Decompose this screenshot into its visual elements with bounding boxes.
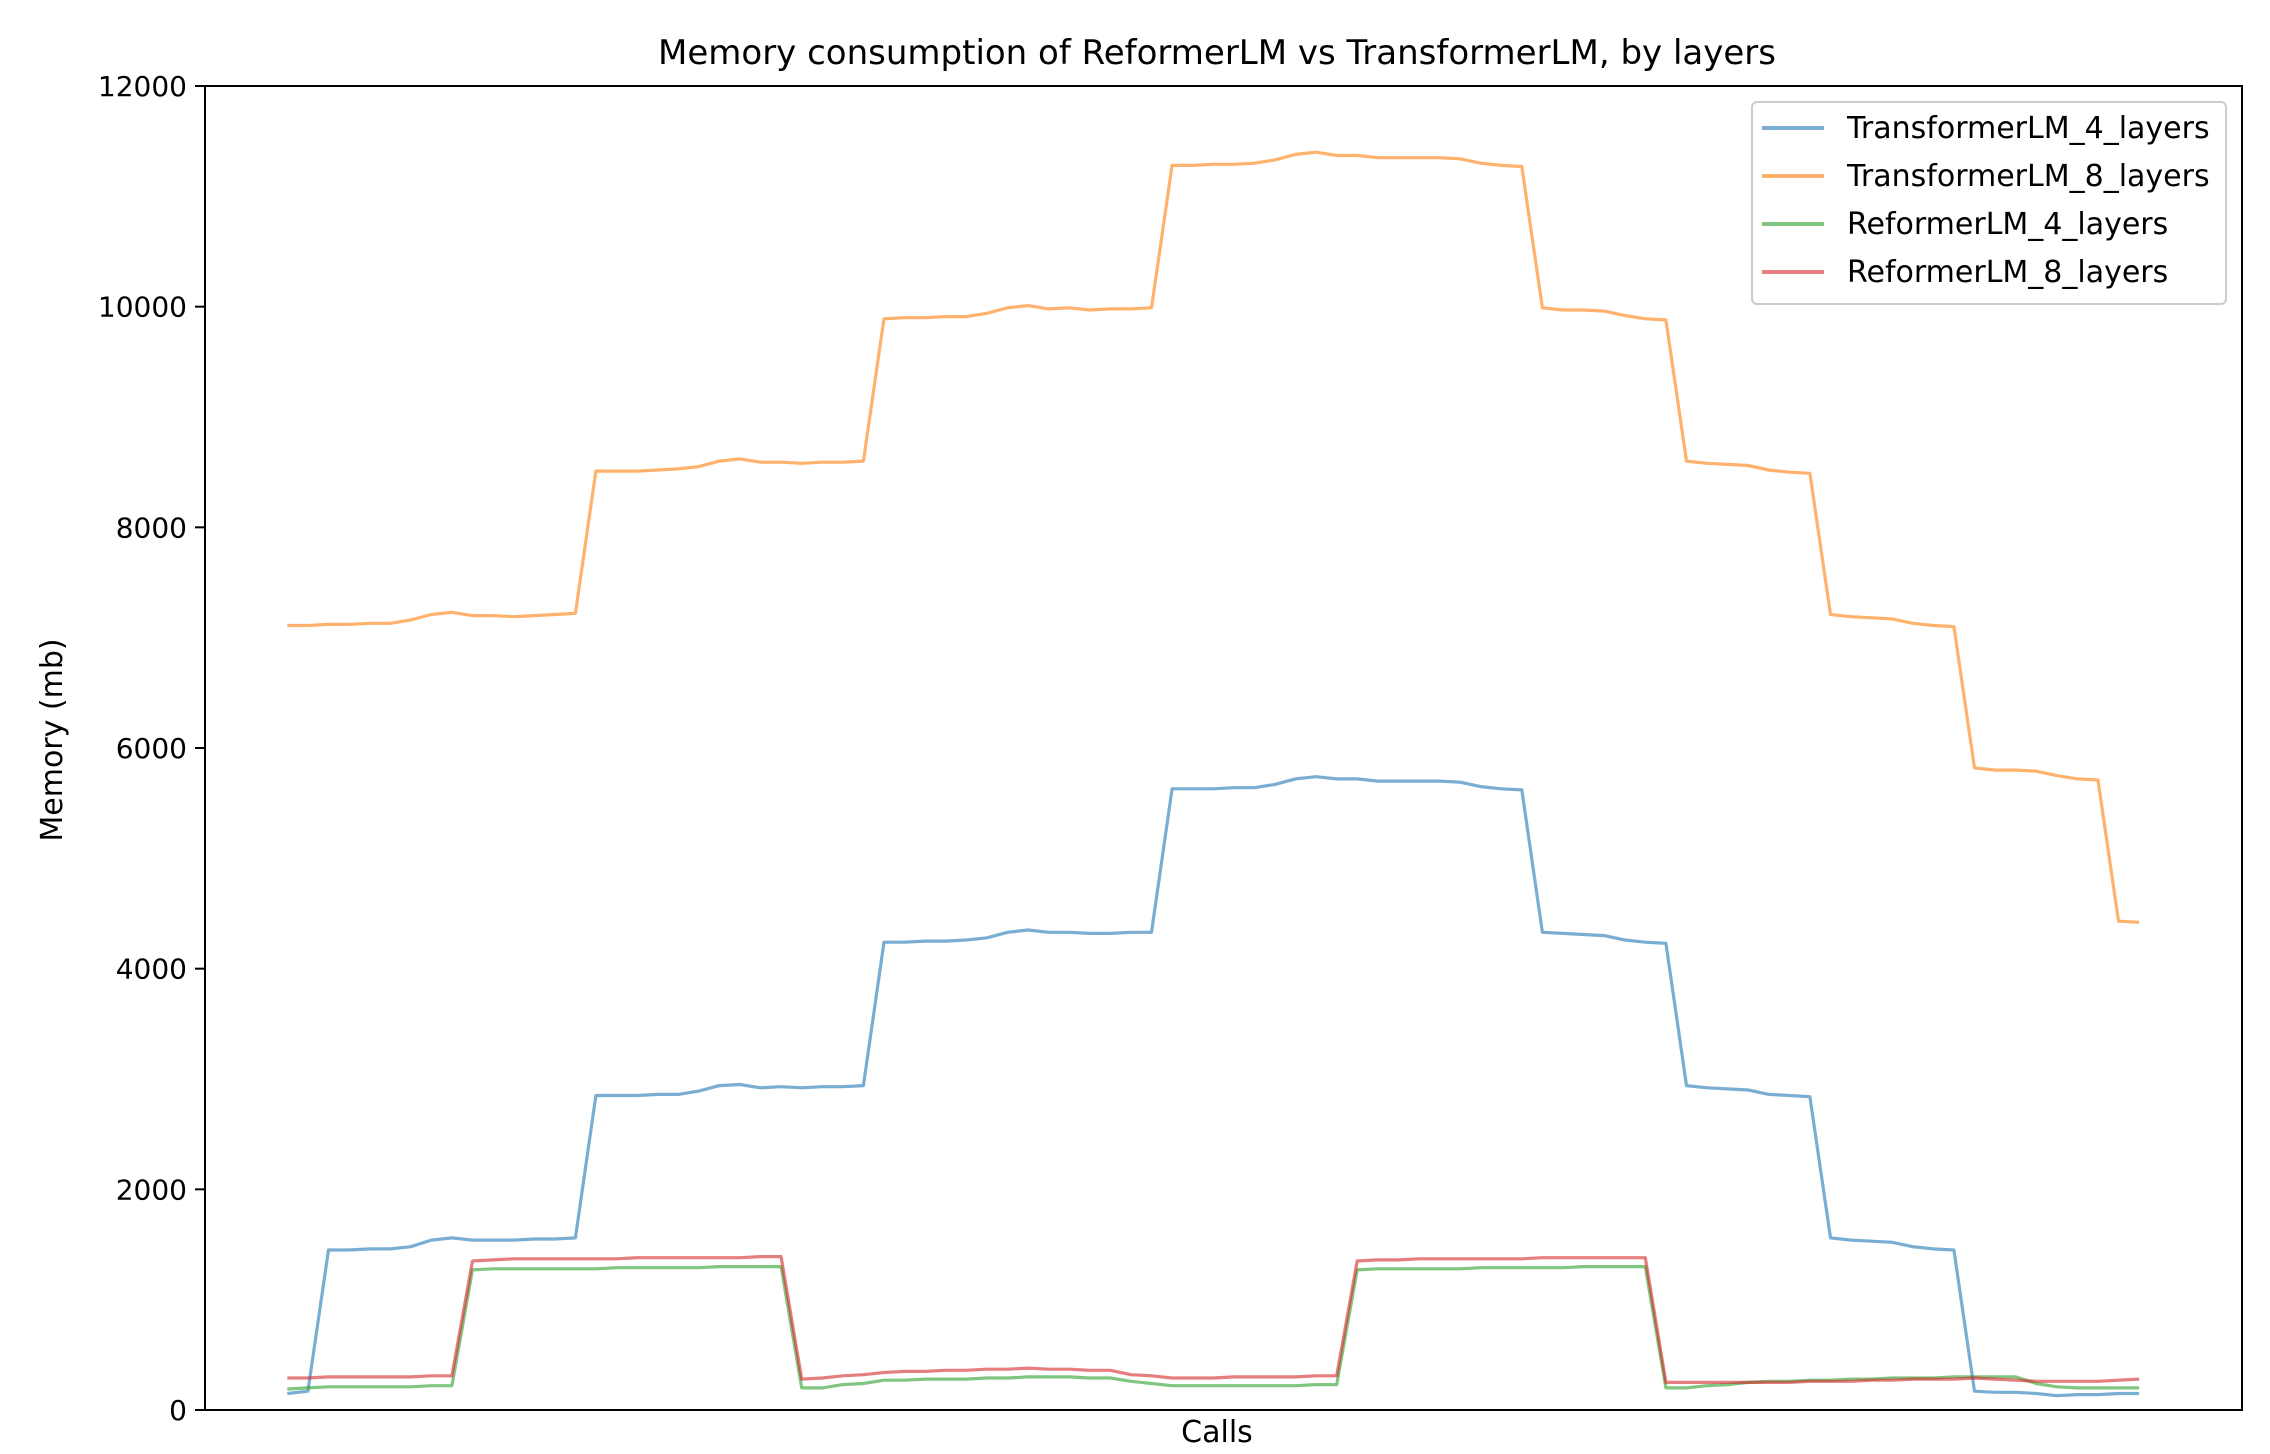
y-tick-label: 0 xyxy=(169,1394,187,1427)
legend-box xyxy=(1751,101,2227,305)
legend-label: TransformerLM_8_layers xyxy=(1846,159,2210,194)
legend-label: ReformerLM_8_layers xyxy=(1847,255,2168,290)
series-line-4 xyxy=(287,1254,2140,1385)
y-axis-label: Memory (mb) xyxy=(35,638,70,841)
legend-label: ReformerLM_4_layers xyxy=(1847,207,2168,242)
y-tick-label: 10000 xyxy=(98,291,187,324)
legend-label: TransformerLM_4_layers xyxy=(1846,111,2210,146)
y-tick-label: 8000 xyxy=(116,511,187,544)
series-line-1 xyxy=(287,775,2140,1398)
y-tick-label: 6000 xyxy=(116,732,187,765)
y-tick-label: 2000 xyxy=(116,1173,187,1206)
series-line-3 xyxy=(287,1264,2140,1391)
y-axis: 0 2000 4000 6000 8000 10000 12000 xyxy=(98,70,205,1427)
legend: TransformerLM_4_layers TransformerLM_8_la… xyxy=(1751,101,2227,305)
y-tick-label: 12000 xyxy=(98,70,187,103)
chart-title: Memory consumption of ReformerLM vs Tran… xyxy=(658,33,1776,73)
y-tick-label: 4000 xyxy=(116,953,187,986)
series-line-2 xyxy=(287,150,2140,924)
x-axis-label: Calls xyxy=(1181,1415,1253,1450)
